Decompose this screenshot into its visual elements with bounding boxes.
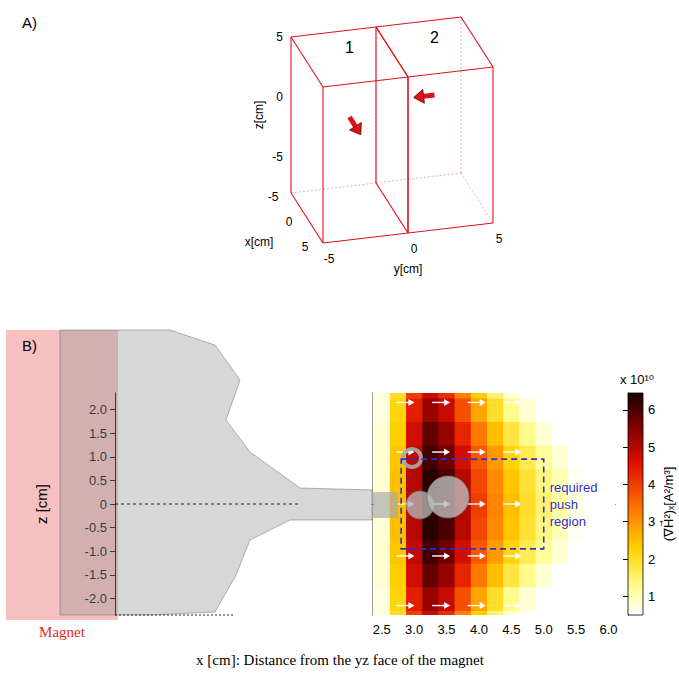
svg-text:2: 2 (430, 29, 439, 46)
svg-text:Magnet: Magnet (39, 624, 86, 640)
svg-text:5.5: 5.5 (567, 622, 585, 637)
svg-text:0: 0 (411, 242, 418, 256)
svg-text:region: region (550, 514, 586, 529)
svg-text:4.5: 4.5 (502, 622, 520, 637)
svg-text:5: 5 (276, 30, 283, 44)
svg-text:1: 1 (345, 39, 354, 56)
svg-text:-5: -5 (268, 190, 279, 204)
svg-text:x [cm]: Distance from the yz f: x [cm]: Distance from the yz face of the… (196, 652, 485, 668)
svg-text:(∇H⃗²)ₓ[A²/m³]: (∇H⃗²)ₓ[A²/m³] (660, 467, 675, 542)
svg-text:0: 0 (286, 215, 293, 229)
svg-text:-5: -5 (272, 150, 283, 164)
svg-text:4: 4 (648, 477, 655, 492)
svg-text:6: 6 (648, 402, 655, 417)
svg-text:5.0: 5.0 (535, 622, 553, 637)
svg-text:required: required (550, 480, 598, 495)
svg-text:5: 5 (302, 240, 309, 254)
svg-text:5: 5 (648, 440, 655, 455)
svg-text:-5: -5 (324, 252, 335, 266)
svg-text:0: 0 (276, 90, 283, 104)
svg-text:5: 5 (496, 232, 503, 246)
svg-text:2: 2 (648, 552, 655, 567)
svg-text:1: 1 (648, 589, 655, 604)
svg-text:2.5: 2.5 (373, 622, 391, 637)
svg-text:3.0: 3.0 (405, 622, 423, 637)
svg-text:y[cm]: y[cm] (394, 262, 423, 276)
svg-text:A): A) (22, 14, 37, 31)
svg-text:3: 3 (648, 514, 655, 529)
svg-text:push: push (550, 497, 578, 512)
svg-text:4.0: 4.0 (470, 622, 488, 637)
svg-text:x 10¹⁰: x 10¹⁰ (620, 372, 654, 387)
svg-text:x[cm]: x[cm] (245, 235, 274, 249)
svg-text:6.0: 6.0 (599, 622, 617, 637)
svg-text:3.5: 3.5 (437, 622, 455, 637)
svg-text:z[cm]: z[cm] (252, 101, 266, 130)
svg-text:B): B) (22, 337, 37, 354)
svg-text:z [cm]: z [cm] (33, 484, 50, 524)
